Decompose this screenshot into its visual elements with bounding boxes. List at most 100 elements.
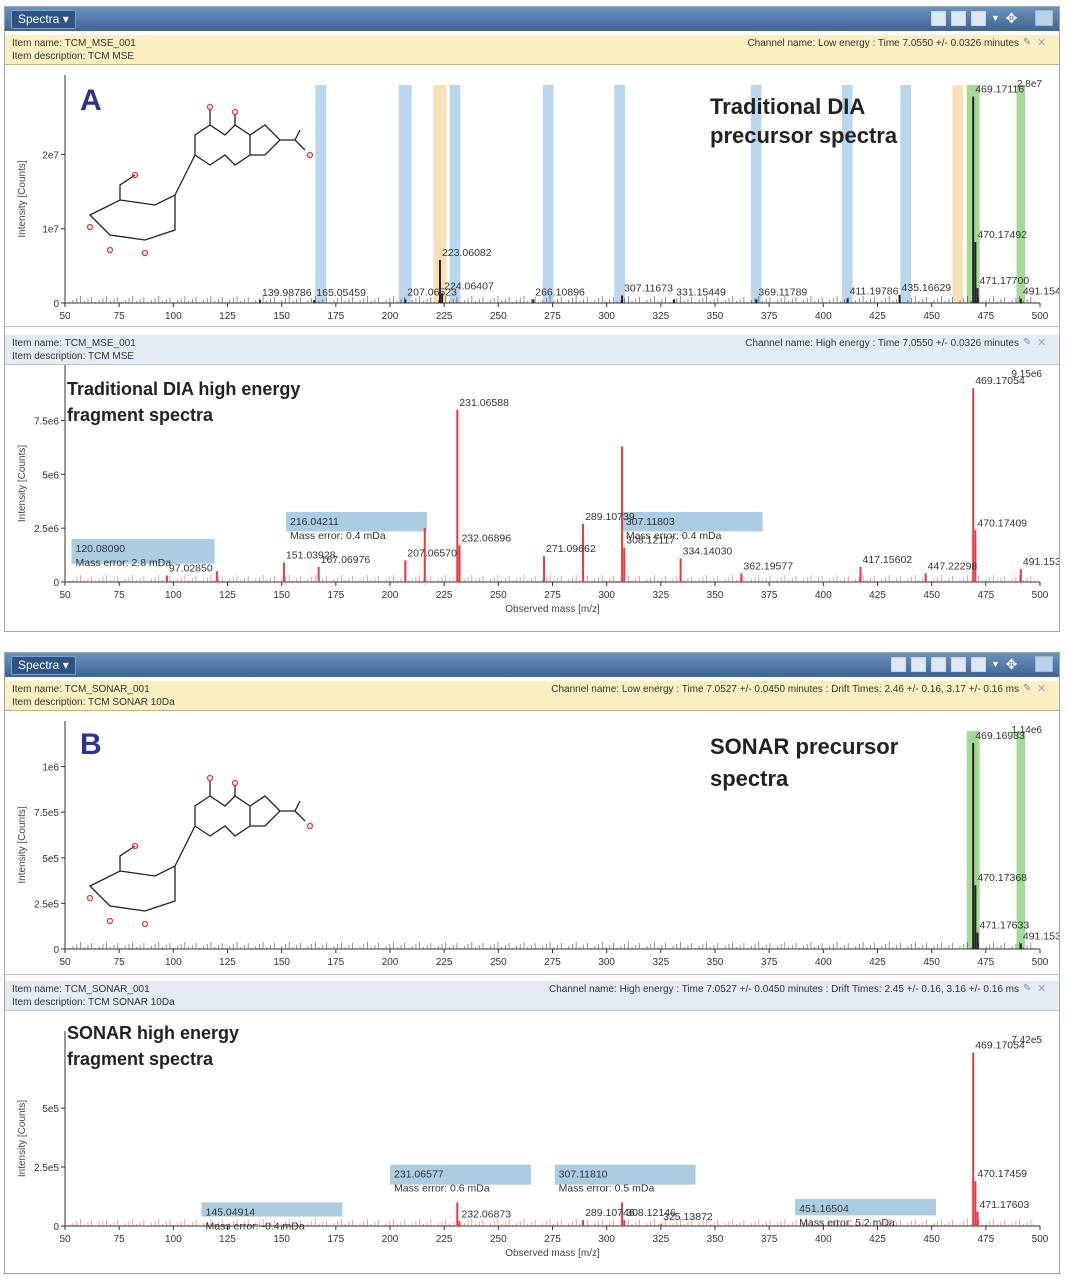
x-axis-label: Observed mass [m/z] <box>505 604 600 615</box>
highlight-band <box>952 85 964 303</box>
y-tick-label: 1e7 <box>42 225 59 236</box>
x-tick-label: 275 <box>544 1234 561 1245</box>
move-icon[interactable]: ✥ <box>1005 10 1018 26</box>
x-tick-label: 475 <box>977 1234 994 1245</box>
baseline-noise <box>68 575 1035 582</box>
spectra-menu-button[interactable]: Spectra ▾ <box>11 656 76 675</box>
y-axis-label: Intensity [Counts] <box>17 806 28 883</box>
peak-label: 369.11789 <box>758 286 807 298</box>
mass-error-box-mz: 231.06577 <box>394 1169 444 1181</box>
pin-icon[interactable]: ✎ <box>1023 337 1032 348</box>
x-tick-label: 350 <box>707 1234 724 1245</box>
panel-heading-line2: precursor spectra <box>710 123 898 148</box>
close-icon[interactable]: ✕ <box>1037 983 1047 995</box>
highlight-band <box>542 85 554 303</box>
grid-icon[interactable] <box>931 657 946 672</box>
x-tick-label: 175 <box>327 311 344 322</box>
peak-label: 491.15306 <box>1023 556 1059 568</box>
highlight-band <box>750 85 762 303</box>
export-icon[interactable] <box>971 11 986 26</box>
zoom-icon[interactable] <box>891 657 906 672</box>
baseline-noise <box>68 942 1035 949</box>
x-tick-label: 100 <box>165 590 182 601</box>
dropdown-icon[interactable]: ▼ <box>991 13 1000 23</box>
move-icon[interactable]: ✥ <box>1005 656 1018 672</box>
x-tick-label: 250 <box>490 1234 507 1245</box>
max-intensity-label: 9.15e6 <box>1011 369 1042 380</box>
x-tick-label: 125 <box>219 957 236 968</box>
panel-b-low: Item name: TCM_SONAR_001 Item descriptio… <box>5 681 1059 975</box>
x-tick-label: 300 <box>598 1234 615 1245</box>
highlight-band <box>449 85 461 303</box>
x-tick-label: 450 <box>923 957 940 968</box>
channel-name: Channel name: Low energy : Time 7.0527 +… <box>551 684 1019 695</box>
structure-drawing <box>86 103 314 257</box>
close-icon[interactable]: ✕ <box>1037 37 1047 49</box>
panel-heading-line1: Traditional DIA <box>710 94 865 119</box>
peak-label: 470.17459 <box>977 1168 1027 1180</box>
peak-label: 289.10739 <box>585 511 635 523</box>
x-tick-label: 450 <box>923 590 940 601</box>
peak-label: 417.15602 <box>863 554 913 566</box>
mass-error-box: 231.06577 Mass error: 0.6 mDa <box>390 1164 531 1195</box>
item-name: Item name: TCM_MSE_001 <box>12 38 136 49</box>
y-tick-label: 1e6 <box>42 763 59 774</box>
item-name: Item name: TCM_MSE_001 <box>12 338 136 349</box>
x-tick-label: 250 <box>490 957 507 968</box>
dropdown-icon[interactable]: ▼ <box>991 659 1000 669</box>
y-tick-label: 7.5e6 <box>34 417 59 428</box>
mass-error-box-bg <box>390 1164 531 1185</box>
chart-background-layer <box>68 85 1035 303</box>
zoom-icon[interactable] <box>931 11 946 26</box>
y-tick-label: 5e5 <box>42 854 59 865</box>
x-tick-label: 125 <box>219 1234 236 1245</box>
x-tick-label: 425 <box>869 311 886 322</box>
drift-icon[interactable] <box>911 657 926 672</box>
mass-error-box-error: Mass error: 5.2 mDa <box>799 1217 895 1229</box>
highlight-band <box>900 85 912 303</box>
y-tick-label: 2e7 <box>42 150 59 161</box>
panel-header: Item name: TCM_MSE_001 Item description:… <box>5 335 1059 365</box>
x-tick-label: 500 <box>1032 1234 1049 1245</box>
x-tick-label: 150 <box>273 311 290 322</box>
close-icon[interactable]: ✕ <box>1037 337 1047 349</box>
peak-label: 165.05459 <box>316 287 366 299</box>
y-axis-label: Intensity [Counts] <box>17 445 28 522</box>
x-tick-label: 425 <box>869 957 886 968</box>
panel-letter: B <box>80 728 102 761</box>
copy-icon[interactable] <box>951 657 966 672</box>
restore-window-button[interactable] <box>1035 10 1053 26</box>
highlight-band <box>398 85 412 303</box>
pin-icon[interactable]: ✎ <box>1023 683 1032 694</box>
mass-error-box: 451.16504 Mass error: 5.2 mDa <box>795 1198 936 1229</box>
peak-label: 325.13872 <box>663 1211 713 1223</box>
pin-icon[interactable]: ✎ <box>1023 37 1032 48</box>
window-titlebar: Spectra ▾ ▼ ✥ <box>5 653 1059 677</box>
copy-icon[interactable] <box>951 11 966 26</box>
peak-label: 447.22298 <box>928 560 978 572</box>
spectra-menu-button[interactable]: Spectra ▾ <box>11 10 76 29</box>
x-tick-label: 325 <box>652 590 669 601</box>
export-icon[interactable] <box>971 657 986 672</box>
peak-label: 471.17700 <box>980 275 1030 287</box>
x-tick-label: 475 <box>977 590 994 601</box>
restore-window-button[interactable] <box>1035 656 1053 672</box>
peak-label: 469.16983 <box>975 730 1025 742</box>
pin-icon[interactable]: ✎ <box>1023 983 1032 994</box>
peak-label: 271.09662 <box>546 543 596 555</box>
mass-error-box-mz: 145.04914 <box>206 1206 256 1218</box>
x-tick-label: 200 <box>382 311 399 322</box>
peak-label: 491.15439 <box>1023 286 1059 298</box>
x-tick-label: 225 <box>436 590 453 601</box>
x-tick-label: 75 <box>114 1234 126 1245</box>
peak-label: 232.06896 <box>461 532 511 544</box>
panel-a-low: Item name: TCM_MSE_001 Item description:… <box>5 35 1059 327</box>
peak-label: 167.06976 <box>321 554 371 566</box>
mass-error-box: 307.11810 Mass error: 0.5 mDa <box>554 1164 696 1195</box>
max-intensity-label: 2.8e7 <box>1017 79 1042 90</box>
close-icon[interactable]: ✕ <box>1037 683 1047 695</box>
spectrum-chart-a-high: Traditional DIA high energy fragment spe… <box>17 365 1059 615</box>
mass-error-box-error: Mass error: -0.4 mDa <box>206 1220 305 1232</box>
panel-header: Item name: TCM_SONAR_001 Item descriptio… <box>5 681 1059 711</box>
panel-header: Item name: TCM_SONAR_001 Item descriptio… <box>5 981 1059 1011</box>
